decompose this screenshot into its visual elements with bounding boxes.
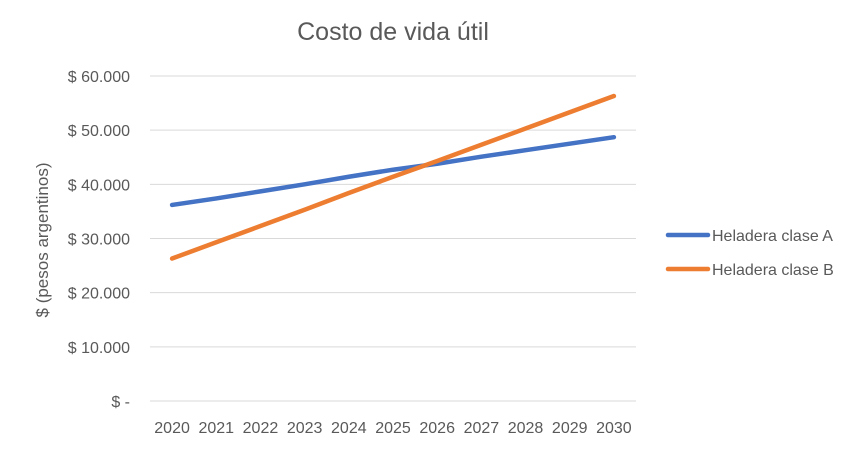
x-tick-label: 2024 — [331, 420, 367, 437]
x-tick-label: 2026 — [419, 420, 455, 437]
x-tick-label: 2022 — [243, 420, 279, 437]
y-tick-label: $ 20.000 — [68, 286, 130, 303]
x-tick-label: 2027 — [464, 420, 500, 437]
x-tick-label: 2025 — [375, 420, 411, 437]
y-tick-label: $ 60.000 — [68, 69, 130, 86]
x-tick-label: 2020 — [154, 420, 190, 437]
chart-title: Costo de vida útil — [297, 18, 489, 46]
legend-label: Heladera clase A — [712, 228, 833, 245]
y-tick-label: $ 40.000 — [68, 177, 130, 194]
x-tick-label: 2028 — [508, 420, 544, 437]
y-tick-label: $ 10.000 — [68, 340, 130, 357]
x-tick-label: 2021 — [198, 420, 234, 437]
x-tick-label: 2023 — [287, 420, 323, 437]
y-tick-label: $ 50.000 — [68, 123, 130, 140]
x-tick-label: 2029 — [552, 420, 588, 437]
y-axis-label: $ (pesos argentinos) — [33, 163, 52, 318]
x-tick-label: 2030 — [596, 420, 632, 437]
y-tick-label: $ 30.000 — [68, 232, 130, 249]
series-line-b — [169, 93, 617, 261]
legend-label: Heladera clase B — [712, 262, 834, 279]
series-line-a — [169, 134, 617, 208]
y-tick-label: $ - — [111, 394, 130, 411]
